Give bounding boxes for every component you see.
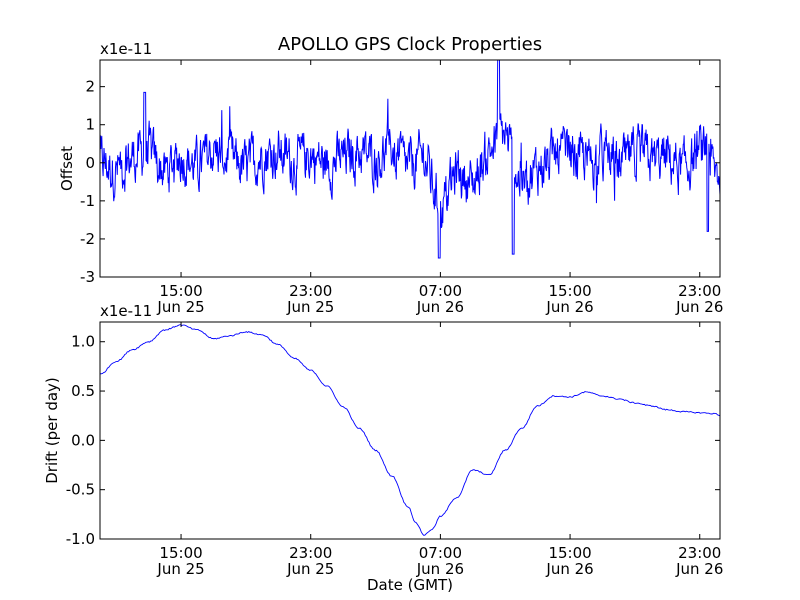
x-tick-label-time: 07:00 <box>419 282 462 300</box>
y-tick-label: 2 <box>85 78 95 96</box>
x-tick-label-date: Jun 25 <box>286 560 334 578</box>
y-tick-label: 1.0 <box>71 333 95 351</box>
x-tick-label-date: Jun 26 <box>416 560 464 578</box>
x-tick-label-time: 15:00 <box>548 282 591 300</box>
offset-series-group <box>100 60 720 259</box>
x-tick-label-date: Jun 26 <box>545 560 593 578</box>
offset-y-axis-label: Offset <box>58 146 76 191</box>
y-tick-label: 0 <box>85 154 95 172</box>
y-tick-label: 0.0 <box>71 431 95 449</box>
drift-y-ticks: -1.0 -0.5 0.0 0.5 1.0 <box>66 333 720 548</box>
x-tick-label-date: Jun 26 <box>545 298 593 316</box>
drift-x-axis-label: Date (GMT) <box>367 576 453 594</box>
offset-y-ticks: -3 -2 -1 0 1 2 <box>80 78 720 286</box>
x-tick-label-date: Jun 25 <box>156 298 204 316</box>
x-tick-label-date: Jun 25 <box>156 560 204 578</box>
x-tick-label-time: 23:00 <box>678 544 721 562</box>
x-tick-label-time: 23:00 <box>678 282 721 300</box>
offset-series-line-0 <box>100 60 720 259</box>
drift-y-axis-label: Drift (per day) <box>43 377 61 484</box>
x-tick-label-time: 15:00 <box>159 282 202 300</box>
offset-plot-frame <box>99 59 721 278</box>
x-tick-label-date: Jun 26 <box>675 298 723 316</box>
x-tick-label-date: Jun 25 <box>286 298 334 316</box>
y-tick-label: -2 <box>80 230 95 248</box>
x-tick-label-time: 15:00 <box>159 544 202 562</box>
y-tick-label: 1 <box>85 116 95 134</box>
y-tick-label: 0.5 <box>71 382 95 400</box>
drift-series-line-0 <box>100 324 720 536</box>
chart-title: APOLLO GPS Clock Properties <box>278 34 542 55</box>
x-tick-label-time: 23:00 <box>289 544 332 562</box>
drift-plot-frame <box>99 321 721 540</box>
y-tick-label: -3 <box>80 268 95 286</box>
y-tick-label: -1.0 <box>66 530 95 548</box>
offset-scale-label: x1e-11 <box>100 40 152 58</box>
x-tick-label-time: 15:00 <box>548 544 591 562</box>
x-tick-label-time: 23:00 <box>289 282 332 300</box>
x-tick-label-date: Jun 26 <box>675 560 723 578</box>
x-tick-label-time: 07:00 <box>419 544 462 562</box>
y-tick-label: -1 <box>80 192 95 210</box>
x-tick-label-date: Jun 26 <box>416 298 464 316</box>
drift-scale-label: x1e-11 <box>100 302 152 320</box>
drift-series-group <box>100 324 720 536</box>
y-tick-label: -0.5 <box>66 481 95 499</box>
